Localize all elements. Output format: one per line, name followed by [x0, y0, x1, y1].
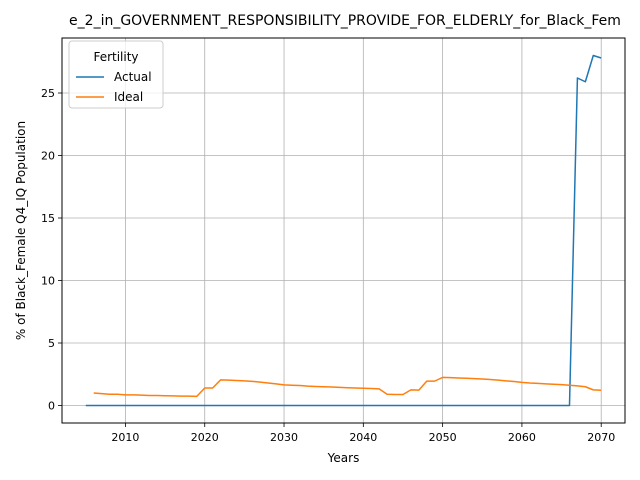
series-layer	[85, 54, 602, 407]
legend-box	[68, 40, 164, 109]
series-line-ideal	[93, 376, 602, 398]
legend-label-ideal: Ideal	[114, 90, 143, 104]
y-tick-label: 15	[41, 212, 55, 225]
x-tick-label: 2050	[429, 431, 457, 444]
x-tick-label: 2060	[508, 431, 536, 444]
x-tick-label: 2010	[111, 431, 139, 444]
y-tick-label: 20	[41, 150, 55, 163]
y-tick-label: 25	[41, 87, 55, 100]
x-tick-label: 2030	[270, 431, 298, 444]
x-tick-label: 2070	[587, 431, 615, 444]
y-axis-label: % of Black_Female Q4_IQ Population	[14, 121, 28, 340]
chart-title: e_2_in_GOVERNMENT_RESPONSIBILITY_PROVIDE…	[69, 13, 621, 29]
grid-lines	[62, 38, 625, 423]
y-axis-ticks: 0 5 10 15 20 25	[41, 87, 62, 413]
y-tick-label: 5	[48, 337, 55, 350]
legend-title: Fertility	[93, 50, 138, 64]
series-line-actual	[85, 54, 602, 407]
x-tick-label: 2020	[191, 431, 219, 444]
x-axis-ticks: 2010 2020 2030 2040 2050 2060 2070	[111, 423, 615, 444]
legend-label-actual: Actual	[114, 70, 152, 84]
legend: Fertility Actual Ideal	[68, 40, 164, 109]
x-axis-label: Years	[327, 451, 360, 465]
plot-area-frame	[61, 37, 626, 424]
y-tick-label: 0	[48, 400, 55, 413]
y-tick-label: 10	[41, 275, 55, 288]
x-tick-label: 2040	[349, 431, 377, 444]
